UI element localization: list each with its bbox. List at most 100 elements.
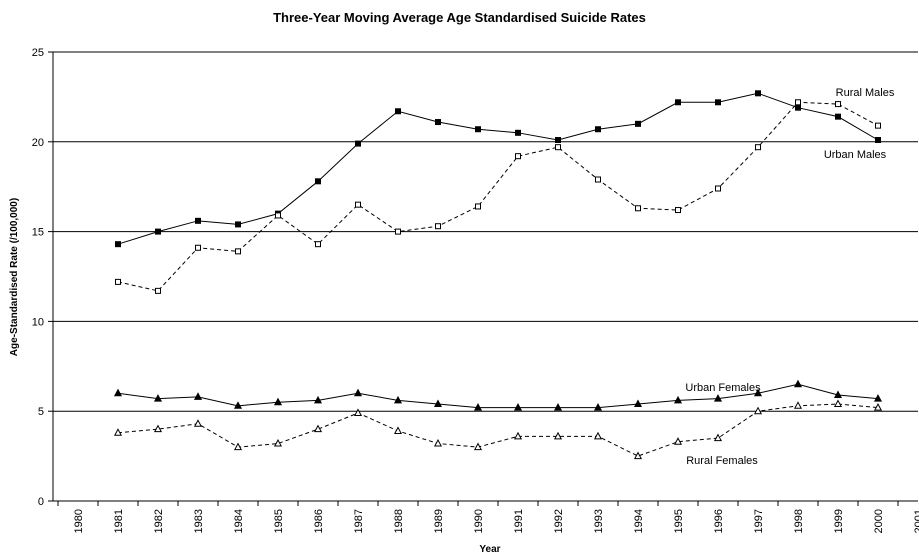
x-tick-label: 1982 bbox=[153, 509, 165, 533]
rural-females-point bbox=[233, 442, 243, 451]
y-tick-label: 25 bbox=[32, 47, 44, 59]
series-rural-females bbox=[113, 399, 883, 460]
x-axis-ticks: 1980 1981 1982 1983 1984 1985 1986 1987 1988 1989… bbox=[57, 501, 919, 533]
rural-males-point bbox=[475, 203, 481, 210]
urban-males-point bbox=[715, 99, 721, 106]
rural-males-point bbox=[635, 205, 641, 212]
rural-females-point bbox=[113, 428, 123, 436]
urban-males-point bbox=[875, 137, 881, 144]
x-tick-label: 1985 bbox=[273, 509, 285, 533]
rural-females-point bbox=[193, 419, 203, 427]
label-urban-males: Urban Males bbox=[824, 149, 887, 161]
rural-females-point bbox=[673, 437, 683, 445]
urban-males-point bbox=[195, 217, 201, 224]
urban-males-point bbox=[115, 241, 121, 248]
urban-males-point bbox=[835, 113, 841, 120]
rural-females-line bbox=[117, 403, 879, 457]
rural-males-point bbox=[315, 241, 321, 248]
rural-males-point bbox=[395, 228, 401, 235]
rural-males-line bbox=[117, 101, 879, 292]
y-axis-label: Age-Standardised Rate (/100,000) bbox=[9, 198, 20, 356]
rural-males-point bbox=[235, 248, 241, 255]
rural-males-point bbox=[795, 99, 801, 106]
x-tick-label: 1992 bbox=[553, 509, 565, 533]
rural-females-point bbox=[353, 408, 363, 416]
urban-females-point bbox=[473, 403, 483, 411]
x-tick-label: 1981 bbox=[113, 509, 125, 533]
urban-females-point bbox=[313, 395, 323, 404]
y-tick-label: 10 bbox=[32, 316, 44, 328]
series-urban-males bbox=[115, 90, 881, 248]
rural-females-point bbox=[153, 424, 163, 433]
x-tick-label: 1989 bbox=[433, 509, 445, 533]
x-tick-label: 1987 bbox=[353, 509, 365, 533]
urban-males-point bbox=[355, 140, 361, 147]
y-tick-label: 0 bbox=[38, 496, 44, 508]
urban-males-point bbox=[635, 120, 641, 127]
urban-females-point bbox=[593, 403, 603, 411]
urban-females-point bbox=[393, 395, 403, 404]
urban-females-point bbox=[553, 403, 563, 411]
rural-females-point bbox=[473, 442, 483, 451]
urban-females-point bbox=[153, 394, 163, 402]
x-tick-label: 1993 bbox=[593, 509, 605, 533]
rural-males-point bbox=[355, 201, 361, 208]
urban-males-point bbox=[475, 126, 481, 133]
urban-females-point bbox=[353, 388, 363, 397]
urban-females-point bbox=[193, 392, 203, 400]
urban-males-point bbox=[315, 178, 321, 185]
urban-females-point bbox=[673, 395, 683, 404]
x-tick-label: 1996 bbox=[713, 509, 725, 533]
series-rural-males bbox=[115, 99, 881, 294]
label-rural-males: Rural Males bbox=[836, 87, 895, 99]
rural-females-point bbox=[713, 433, 723, 442]
label-rural-females: Rural Females bbox=[686, 455, 758, 467]
x-tick-label: 1986 bbox=[313, 509, 325, 533]
chart-title: Three-Year Moving Average Age Standardis… bbox=[273, 10, 646, 25]
rural-males-point bbox=[715, 185, 721, 192]
x-tick-label: 1984 bbox=[233, 509, 245, 533]
x-tick-label: 1983 bbox=[193, 509, 205, 533]
rural-females-point bbox=[753, 406, 763, 415]
y-tick-label: 15 bbox=[32, 227, 44, 239]
urban-males-point bbox=[435, 119, 441, 126]
urban-males-point bbox=[675, 99, 681, 106]
series-labels: Rural Males Urban Males Urban Females Rural… bbox=[685, 87, 894, 467]
rural-males-point bbox=[275, 212, 281, 219]
urban-females-point bbox=[513, 403, 523, 411]
x-tick-label: 1988 bbox=[393, 509, 405, 533]
rural-females-point bbox=[513, 431, 523, 440]
y-axis-ticks: 0 5 10 15 20 25 bbox=[32, 47, 53, 508]
urban-females-point bbox=[793, 379, 803, 388]
y-tick-label: 20 bbox=[32, 137, 44, 149]
urban-females-point bbox=[713, 394, 723, 402]
urban-females-line bbox=[117, 383, 879, 409]
rural-females-point bbox=[793, 401, 803, 409]
rural-males-point bbox=[875, 122, 881, 129]
x-tick-label: 1991 bbox=[513, 509, 525, 533]
rural-females-point bbox=[633, 451, 643, 460]
rural-females-point bbox=[393, 426, 403, 434]
x-tick-label: 1998 bbox=[793, 509, 805, 533]
urban-males-line bbox=[117, 92, 879, 245]
urban-males-point bbox=[515, 129, 521, 136]
urban-females-point bbox=[113, 388, 123, 397]
urban-females-point bbox=[633, 399, 643, 408]
urban-males-point bbox=[795, 104, 801, 111]
rural-males-point bbox=[515, 153, 521, 160]
x-tick-label: 1990 bbox=[473, 509, 485, 533]
urban-males-point bbox=[555, 137, 561, 144]
urban-females-point bbox=[833, 390, 843, 399]
series-urban-females bbox=[113, 379, 883, 411]
rural-females-point bbox=[553, 431, 563, 440]
x-tick-label: 1980 bbox=[73, 509, 85, 533]
rural-females-point bbox=[833, 399, 843, 408]
urban-females-point bbox=[233, 401, 243, 409]
gridlines bbox=[53, 51, 918, 412]
x-axis-label: Year bbox=[479, 544, 500, 555]
rural-males-point bbox=[115, 278, 121, 285]
urban-males-point bbox=[155, 228, 161, 235]
rural-males-point bbox=[755, 144, 761, 151]
urban-females-point bbox=[433, 399, 443, 408]
